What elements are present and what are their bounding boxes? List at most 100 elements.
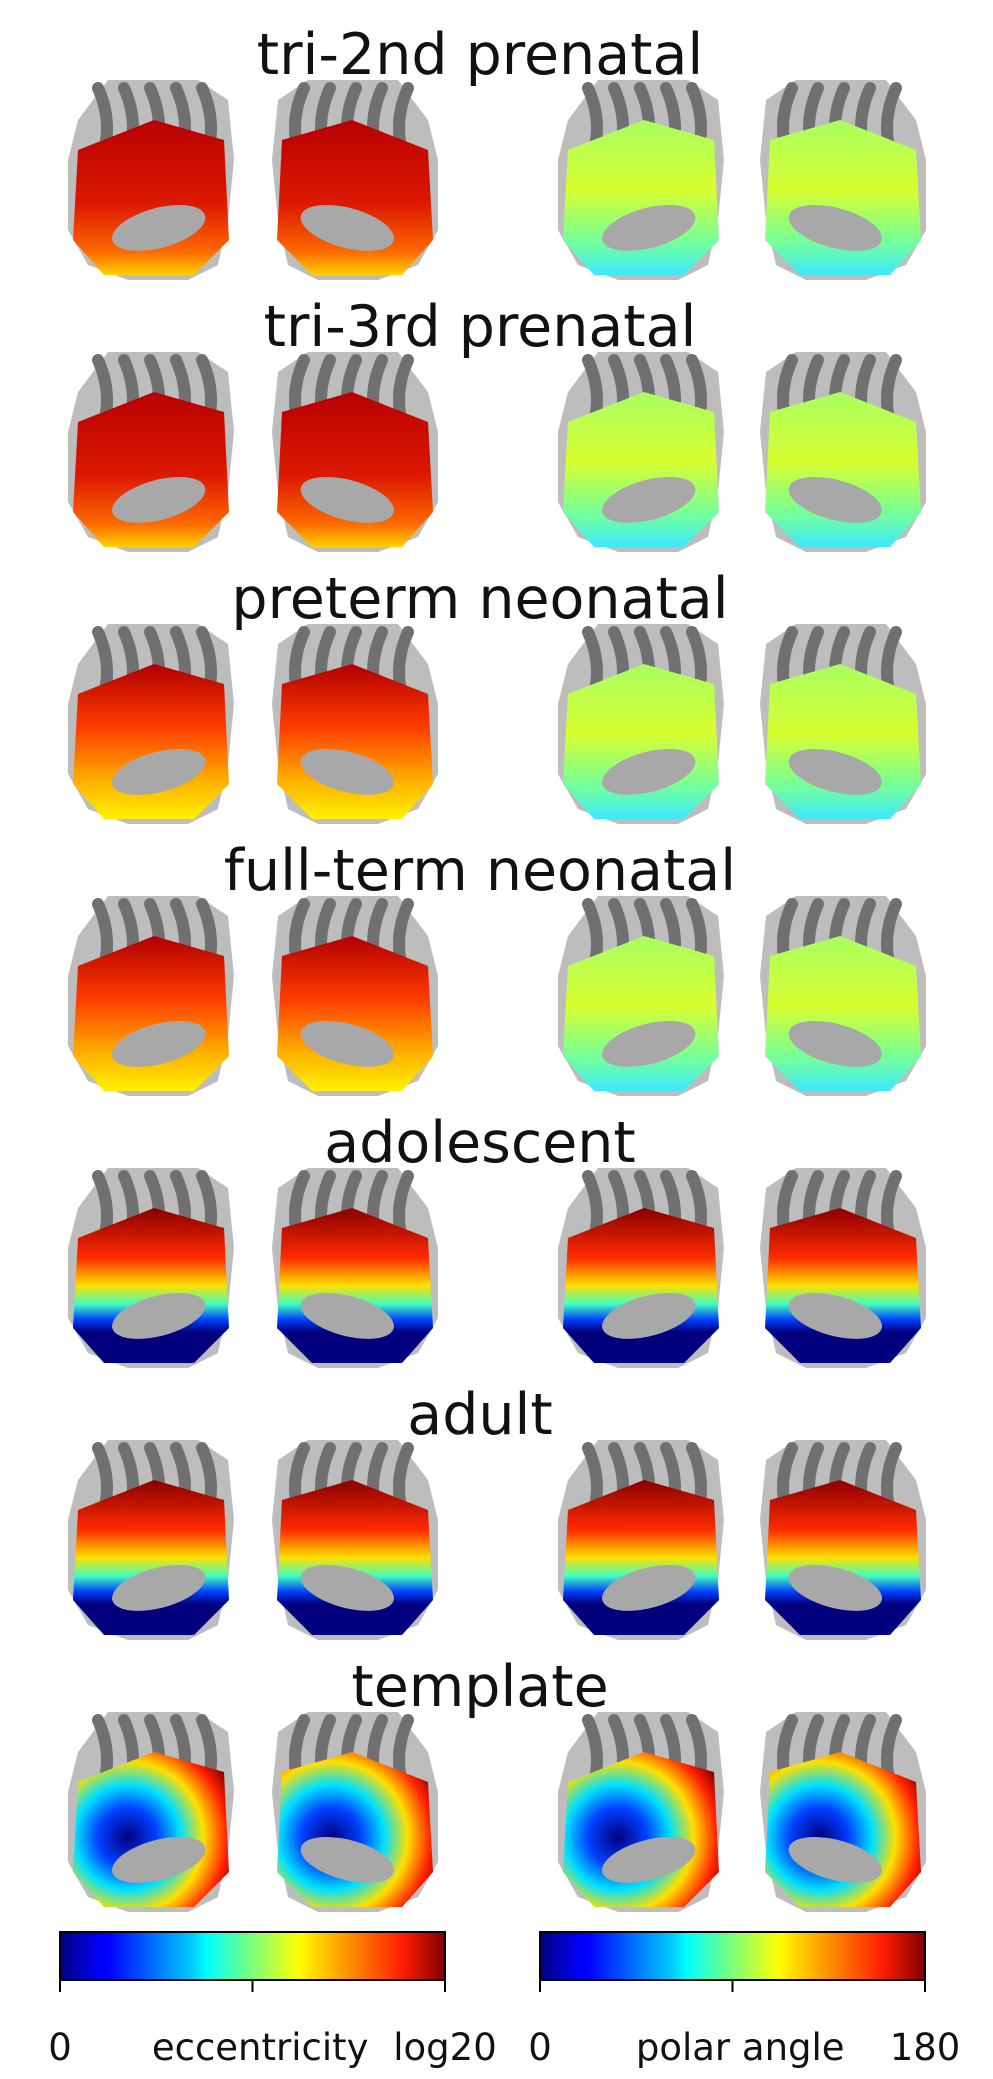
colorbar-tick-label: log20 [393, 2026, 496, 2069]
brain-surface-map [558, 624, 724, 824]
medial-wall [112, 1020, 206, 1067]
polar-angle-map-patch [563, 1752, 719, 1907]
brain-surface-map [558, 1168, 724, 1368]
row-5: adult [68, 1382, 926, 1640]
medial-wall [112, 1292, 206, 1339]
colorbar-tick-label: 180 [890, 2026, 961, 2069]
medial-wall [788, 1292, 882, 1339]
brain-surface-map [760, 80, 926, 280]
brain-surface-map [558, 896, 724, 1096]
row-4: adolescent [68, 1110, 926, 1368]
brain-surface-map [68, 624, 234, 824]
colorbar-tick-label: 0 [528, 2026, 552, 2069]
row-1: tri-3rd prenatal [68, 294, 926, 552]
medial-wall [788, 476, 882, 523]
brain-surface-map [558, 1712, 724, 1912]
medial-wall [112, 748, 206, 795]
medial-wall [112, 1564, 206, 1611]
polar-angle-map-patch [563, 1480, 719, 1635]
brain-surface-map [68, 352, 234, 552]
brain-surface-map [760, 896, 926, 1096]
eccentricity-map-patch [277, 392, 433, 547]
medial-wall [112, 1836, 206, 1883]
colorbar-label: polar angle [636, 2026, 845, 2069]
row-title: adolescent [324, 1110, 635, 1176]
medial-wall [602, 1020, 696, 1067]
eccentricity-map-patch [277, 1480, 433, 1635]
brain-surface-map [68, 1168, 234, 1368]
polar-angle-map-patch [563, 936, 719, 1091]
polar-angle-map-patch [765, 392, 921, 547]
colorbar-tick-label: 0 [48, 2026, 72, 2069]
eccentricity-map-patch [73, 120, 229, 275]
polar-angle-map-patch [765, 1752, 921, 1907]
brain-surface-map [68, 1712, 234, 1912]
brain-surface-map [272, 1440, 438, 1640]
medial-wall [112, 204, 206, 251]
row-title: tri-3rd prenatal [264, 294, 697, 360]
eccentricity-map-patch [73, 664, 229, 819]
polar-angle-map-patch [563, 664, 719, 819]
eccentricity-map-patch [73, 392, 229, 547]
brain-surface-map [68, 80, 234, 280]
brain-surface-map [272, 896, 438, 1096]
row-title: preterm neonatal [231, 566, 728, 632]
eccentricity-map-patch [277, 936, 433, 1091]
polar-angle-map-patch [765, 1208, 921, 1363]
medial-wall [788, 748, 882, 795]
brain-surface-map [272, 624, 438, 824]
colorbar-label: eccentricity [152, 2026, 369, 2069]
row-title: template [351, 1654, 608, 1720]
polar-angle-map-patch [765, 936, 921, 1091]
medial-wall [300, 748, 394, 795]
brain-surface-map [558, 1440, 724, 1640]
brain-surface-map [272, 352, 438, 552]
medial-wall [788, 1020, 882, 1067]
medial-wall [788, 1836, 882, 1883]
polar-angle-map-patch [563, 120, 719, 275]
eccentricity-map-patch [277, 1208, 433, 1363]
medial-wall [788, 204, 882, 251]
medial-wall [300, 476, 394, 523]
row-2: preterm neonatal [68, 566, 926, 824]
medial-wall [300, 1836, 394, 1883]
polar-angle-map-patch [563, 1208, 719, 1363]
row-title: tri-2nd prenatal [257, 22, 703, 88]
eccentricity-map-patch [277, 120, 433, 275]
medial-wall [602, 476, 696, 523]
medial-wall [602, 1564, 696, 1611]
row-0: tri-2nd prenatal [68, 22, 926, 280]
row-6: template [68, 1654, 926, 1912]
brain-surface-map [272, 1712, 438, 1912]
brain-surface-map [760, 352, 926, 552]
polar-angle-map-patch [765, 120, 921, 275]
medial-wall [788, 1564, 882, 1611]
brain-surface-map [760, 1440, 926, 1640]
polar-angle-map-patch [765, 664, 921, 819]
medial-wall [300, 204, 394, 251]
eccentricity-map-patch [73, 1480, 229, 1635]
brain-surface-map [68, 896, 234, 1096]
eccentricity-map-patch [277, 664, 433, 819]
medial-wall [300, 1564, 394, 1611]
polar-angle-map-patch [563, 392, 719, 547]
brain-surface-map [760, 624, 926, 824]
brain-surface-map [68, 1440, 234, 1640]
brain-surface-map [272, 1168, 438, 1368]
brain-surface-map [558, 80, 724, 280]
eccentricity-map-patch [277, 1752, 433, 1907]
medial-wall [300, 1020, 394, 1067]
row-3: full-term neonatal [68, 838, 926, 1096]
eccentricity-map-patch [73, 936, 229, 1091]
brain-surface-map [272, 80, 438, 280]
medial-wall [602, 748, 696, 795]
row-title: adult [407, 1382, 552, 1448]
polar-angle-map-patch [765, 1480, 921, 1635]
eccentricity-map-patch [73, 1752, 229, 1907]
medial-wall [602, 1292, 696, 1339]
medial-wall [602, 204, 696, 251]
brain-surface-map [760, 1168, 926, 1368]
colorbar-gradient [59, 1931, 446, 1981]
brain-surface-map [558, 352, 724, 552]
